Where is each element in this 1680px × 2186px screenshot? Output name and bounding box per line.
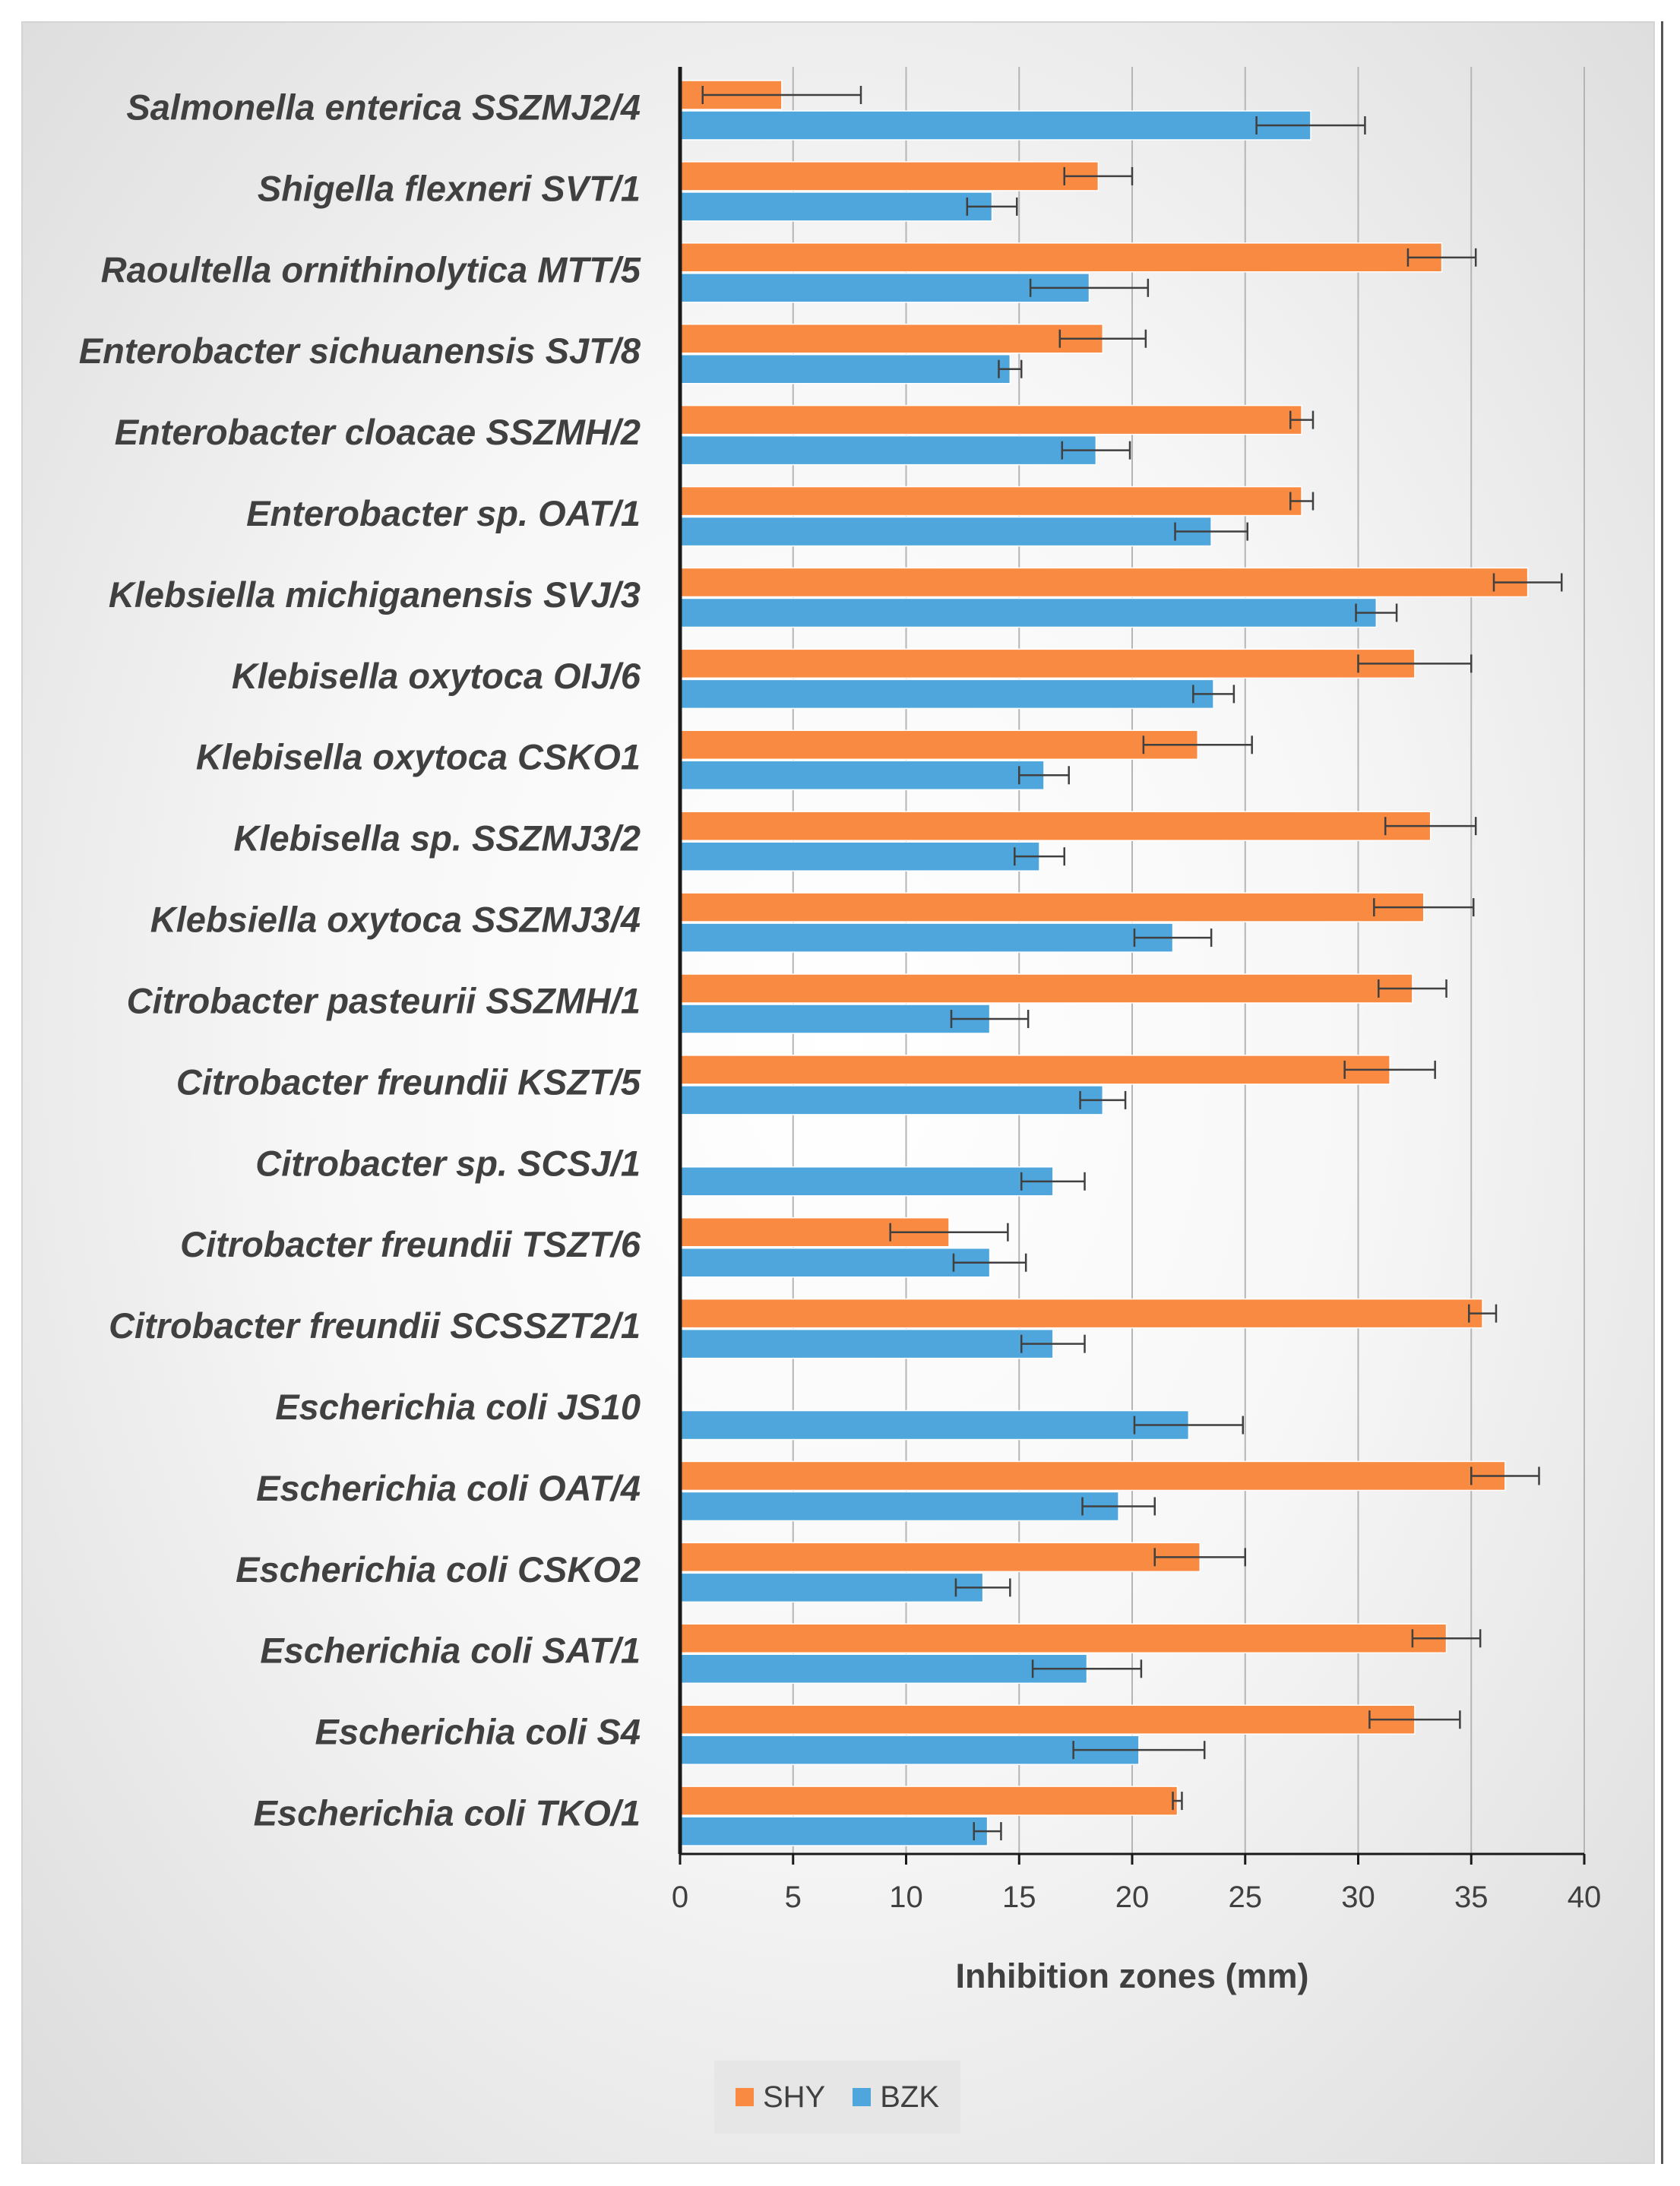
bar-bzk xyxy=(679,922,1174,953)
bar-bzk xyxy=(679,760,1045,791)
x-tick-label: 10 xyxy=(889,1881,923,1914)
category-label: Klebisella oxytoca OIJ/6 xyxy=(232,656,641,696)
category-label: Citrobacter sp. SCSJ/1 xyxy=(255,1143,641,1183)
category-label: Klebsiella oxytoca SSZMJ3/4 xyxy=(150,900,641,940)
bar-shy xyxy=(679,973,1413,1004)
bar-shy xyxy=(679,1704,1416,1735)
bar-shy xyxy=(679,1786,1179,1816)
category-label: Enterobacter sp. OAT/1 xyxy=(246,493,641,533)
bar-bzk xyxy=(679,1409,1190,1441)
x-tick-label: 35 xyxy=(1454,1881,1489,1914)
bar-bzk xyxy=(679,1004,991,1034)
bar-shy xyxy=(679,1460,1506,1492)
category-label: Klebisella sp. SSZMJ3/2 xyxy=(234,818,641,859)
bar-shy xyxy=(679,1623,1447,1654)
legend-label-bzk: BZK xyxy=(880,2080,940,2114)
category-label: Enterobacter cloacae SSZMH/2 xyxy=(115,412,641,452)
legend-swatch-bzk xyxy=(853,2088,872,2106)
bar-bzk xyxy=(679,1653,1088,1685)
bar-shy xyxy=(679,811,1432,841)
bar-bzk xyxy=(679,516,1212,547)
bar-shy xyxy=(679,486,1302,517)
bar-shy xyxy=(679,648,1416,679)
page-edge-rule xyxy=(1661,21,1663,2164)
category-label: Citrobacter freundii KSZT/5 xyxy=(176,1061,641,1102)
category-label: Escherichia coli SAT/1 xyxy=(260,1631,641,1671)
bar-bzk xyxy=(679,841,1040,872)
category-label: Shigella flexneri SVT/1 xyxy=(258,168,641,208)
bar-shy xyxy=(679,404,1302,435)
legend-item-bzk: BZK xyxy=(853,2080,939,2115)
x-axis-title: Inhibition zones (mm) xyxy=(956,1957,1309,1995)
category-label: Escherichia coli JS10 xyxy=(275,1387,641,1427)
bar-shy xyxy=(679,567,1529,598)
category-label: Raoultella ornithinolytica MTT/5 xyxy=(101,249,641,289)
x-tick-label: 0 xyxy=(672,1881,688,1914)
category-label: Escherichia coli TKO/1 xyxy=(254,1793,641,1833)
x-tick-label: 30 xyxy=(1341,1881,1375,1914)
category-label: Citrobacter freundii TSZT/6 xyxy=(180,1224,641,1264)
category-label: Enterobacter sichuanensis SJT/8 xyxy=(79,331,641,371)
bar-bzk xyxy=(679,191,993,222)
bar-shy xyxy=(679,729,1199,761)
bar-bzk xyxy=(679,435,1097,466)
category-label: Klebisella oxytoca CSKO1 xyxy=(196,737,641,777)
category-label: Citrobacter freundii SCSSZT2/1 xyxy=(109,1305,641,1346)
category-label: Klebsiella michiganensis SVJ/3 xyxy=(109,574,641,615)
bar-bzk xyxy=(679,110,1311,141)
bar-shy xyxy=(679,1542,1201,1573)
bar-bzk xyxy=(679,1085,1104,1115)
bar-shy xyxy=(679,892,1425,922)
bar-shy xyxy=(679,161,1099,191)
bar-shy xyxy=(679,323,1104,354)
x-tick-label: 20 xyxy=(1115,1881,1150,1914)
bar-bzk xyxy=(679,1491,1119,1522)
bar-bzk xyxy=(679,1247,991,1278)
legend-swatch-shy xyxy=(735,2088,754,2106)
bar-shy xyxy=(679,1055,1391,1085)
legend-item-shy: SHY xyxy=(735,2080,826,2115)
bar-bzk xyxy=(679,1166,1054,1197)
x-tick-label: 25 xyxy=(1229,1881,1263,1914)
bar-bzk xyxy=(679,679,1214,710)
bar-shy xyxy=(679,242,1443,273)
x-tick-label: 5 xyxy=(785,1881,802,1914)
bar-shy xyxy=(679,1298,1483,1329)
legend: SHY BZK xyxy=(714,2061,960,2134)
bar-bzk xyxy=(679,1572,984,1603)
legend-label-shy: SHY xyxy=(762,2080,826,2114)
category-label: Escherichia coli CSKO2 xyxy=(236,1549,641,1590)
bar-bzk xyxy=(679,273,1090,303)
category-label: Citrobacter pasteurii SSZMH/1 xyxy=(127,980,641,1020)
x-tick-label: 15 xyxy=(1002,1881,1036,1914)
x-tick-label: 40 xyxy=(1568,1881,1602,1914)
bar-bzk xyxy=(679,597,1378,628)
bar-bzk xyxy=(679,353,1011,384)
category-label: Salmonella enterica SSZMJ2/4 xyxy=(126,87,641,127)
bar-bzk xyxy=(679,1735,1140,1765)
category-label: Escherichia coli OAT/4 xyxy=(256,1468,641,1508)
category-label: Escherichia coli S4 xyxy=(315,1712,641,1752)
bar-bzk xyxy=(679,1816,989,1846)
bar-bzk xyxy=(679,1328,1054,1359)
